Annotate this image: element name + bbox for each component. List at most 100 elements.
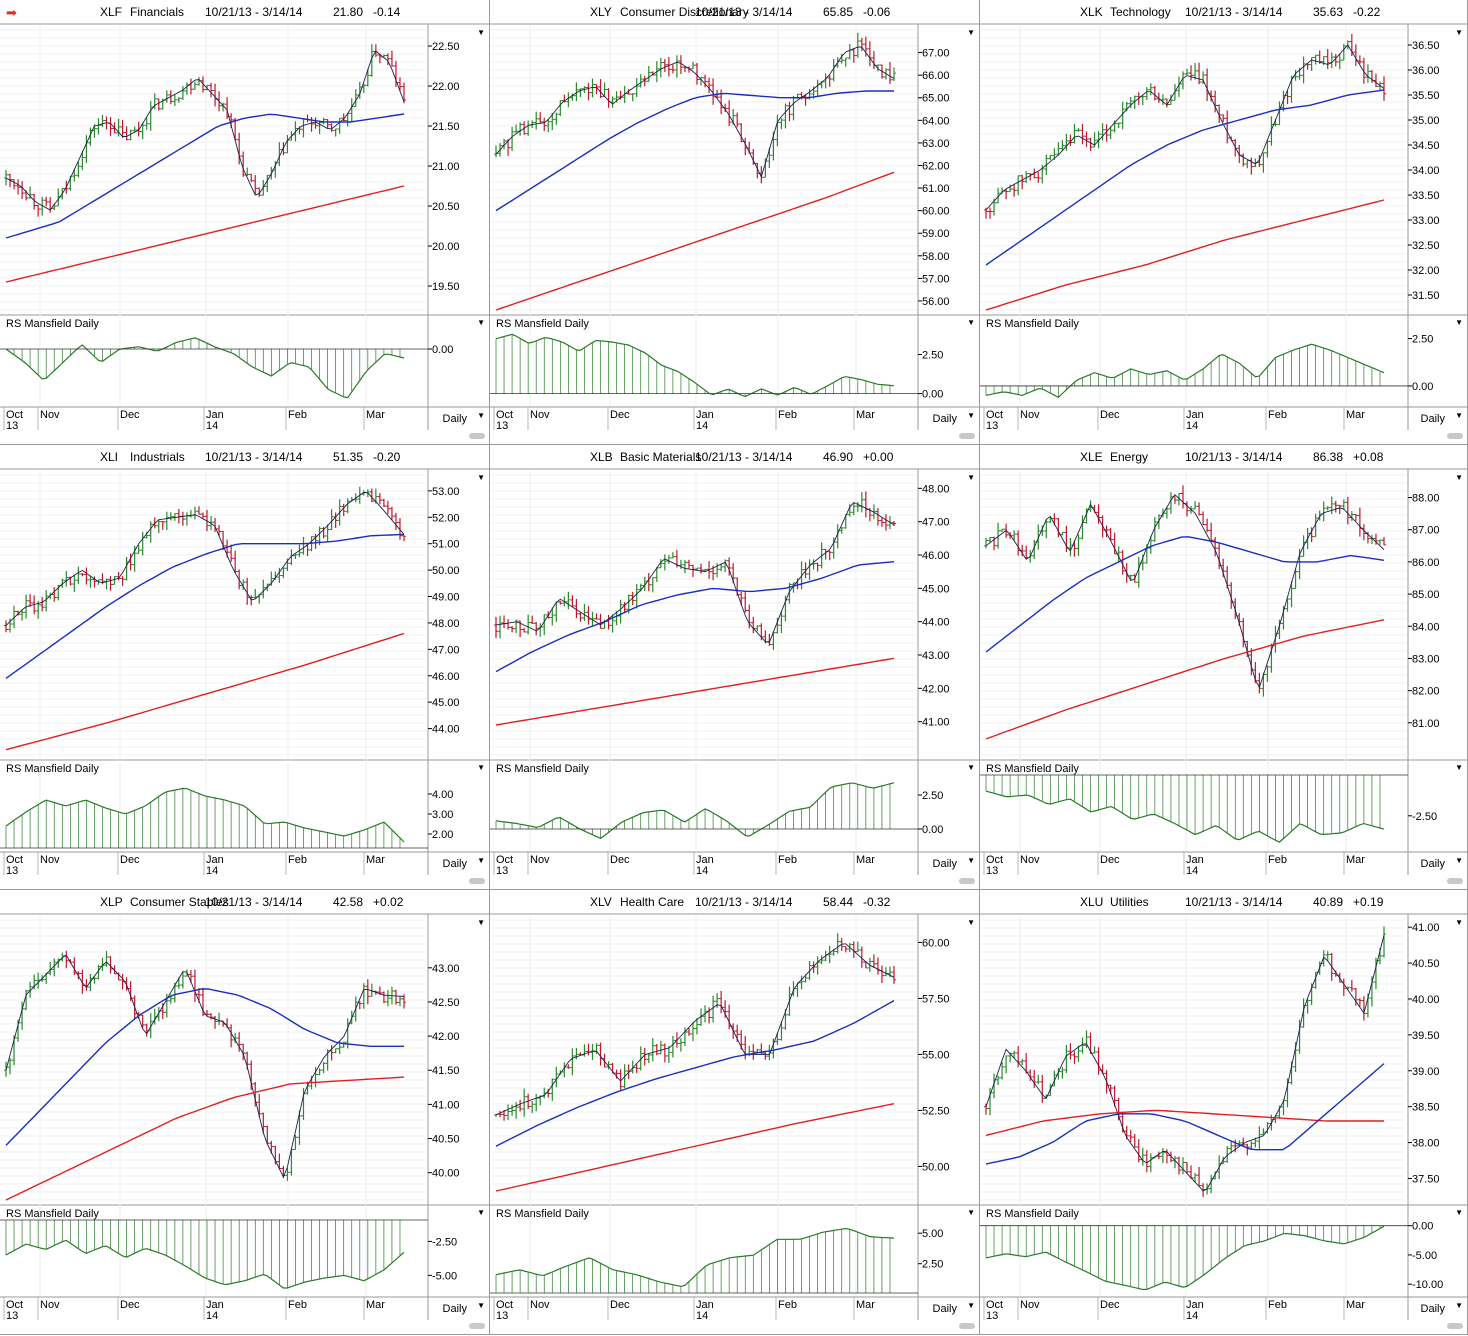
- ohlc-bar: [883, 514, 888, 531]
- rs-line: [5, 787, 405, 843]
- ohlc-bar: [686, 559, 691, 569]
- ohlc-bar: [1317, 50, 1322, 64]
- scroll-handle[interactable]: [959, 1323, 975, 1329]
- x-tick-label: Dec: [1100, 409, 1120, 421]
- scroll-handle[interactable]: [1447, 1323, 1463, 1329]
- price-menu-icon[interactable]: ▼: [1455, 28, 1463, 37]
- chart-title-bar: ➡ XLF Financials 10/21/13 - 3/14/14 21.80 -0.…: [0, 0, 489, 24]
- rs-indicator-label: RS Mansfield Daily: [496, 763, 589, 775]
- ohlc-bar: [12, 179, 17, 190]
- rs-indicator-label: RS Mansfield Daily: [6, 763, 99, 775]
- y-tick-label: 45.00: [922, 583, 950, 595]
- rs-menu-icon[interactable]: ▼: [967, 1208, 975, 1217]
- scroll-handle[interactable]: [1447, 878, 1463, 884]
- ohlc-bar: [590, 78, 595, 98]
- ohlc-bar: [1265, 139, 1270, 158]
- ohlc-bar: [1104, 124, 1109, 142]
- rs-menu-icon[interactable]: ▼: [1455, 318, 1463, 327]
- period-menu-icon[interactable]: ▼: [1455, 856, 1463, 865]
- y-tick-label: 48.00: [432, 618, 460, 630]
- ohlc-bar: [1377, 539, 1382, 545]
- ohlc-bar: [32, 193, 37, 210]
- period-menu-icon[interactable]: ▼: [967, 411, 975, 420]
- scroll-handle[interactable]: [469, 878, 485, 884]
- ohlc-bar: [369, 44, 374, 77]
- ohlc-bar: [618, 599, 623, 624]
- ohlc-bar: [735, 112, 740, 128]
- ohlc-bar: [213, 1015, 218, 1029]
- ohlc-bar: [839, 527, 844, 534]
- y-tick-label: 83.00: [1412, 653, 1440, 665]
- rs-menu-icon[interactable]: ▼: [477, 318, 485, 327]
- ohlc-bar: [1168, 491, 1173, 514]
- ohlc-bar: [1128, 97, 1133, 109]
- close-line: [495, 943, 895, 1116]
- ohlc-bar: [1136, 1139, 1141, 1163]
- ohlc-bar: [313, 117, 318, 129]
- ohlc-bar: [1185, 1162, 1190, 1174]
- ohlc-bar: [104, 578, 109, 590]
- rs-y-tick-label: 2.50: [922, 349, 943, 361]
- period-menu-icon[interactable]: ▼: [477, 411, 485, 420]
- scroll-handle[interactable]: [469, 1323, 485, 1329]
- ohlc-bar: [1313, 513, 1318, 538]
- price-menu-icon[interactable]: ▼: [477, 28, 485, 37]
- rs-histogram: [5, 1220, 401, 1288]
- rs-menu-icon[interactable]: ▼: [1455, 763, 1463, 772]
- period-menu-icon[interactable]: ▼: [967, 856, 975, 865]
- price-menu-icon[interactable]: ▼: [477, 918, 485, 927]
- scroll-handle[interactable]: [959, 878, 975, 884]
- y-tick-label: 22.50: [432, 41, 460, 53]
- ohlc-bar: [92, 576, 97, 588]
- scroll-handle[interactable]: [469, 433, 485, 439]
- ohlc-bar: [192, 81, 197, 90]
- ohlc-bar: [1008, 184, 1013, 193]
- ohlc-bar: [574, 1048, 579, 1060]
- ohlc-bar: [64, 571, 69, 587]
- rs-menu-icon[interactable]: ▼: [477, 1208, 485, 1217]
- ticker-symbol: XLF: [100, 5, 123, 19]
- rs-menu-icon[interactable]: ▼: [967, 763, 975, 772]
- y-tick-label: 41.50: [432, 1065, 460, 1077]
- period-menu-icon[interactable]: ▼: [477, 1301, 485, 1310]
- scroll-handle[interactable]: [1447, 433, 1463, 439]
- period-menu-icon[interactable]: ▼: [967, 1301, 975, 1310]
- ohlc-bar: [1168, 1151, 1173, 1163]
- rs-menu-icon[interactable]: ▼: [1455, 1208, 1463, 1217]
- price-menu-icon[interactable]: ▼: [967, 918, 975, 927]
- ohlc-bar: [1373, 73, 1378, 88]
- period-menu-icon[interactable]: ▼: [477, 856, 485, 865]
- ohlc-bar: [727, 100, 732, 127]
- rs-indicator-label: RS Mansfield Daily: [496, 1208, 589, 1220]
- ohlc-bar: [365, 979, 370, 1005]
- period-label: Daily: [1420, 413, 1445, 425]
- ohlc-bar: [337, 117, 342, 134]
- price-menu-icon[interactable]: ▼: [967, 473, 975, 482]
- ohlc-bar: [815, 956, 820, 975]
- ohlc-bar: [273, 1145, 278, 1165]
- rs-menu-icon[interactable]: ▼: [477, 763, 485, 772]
- ohlc-bar: [124, 126, 129, 141]
- ohlc-bar: [108, 576, 113, 591]
- price-change: -0.32: [863, 895, 891, 909]
- ohlc-bar: [767, 147, 772, 169]
- rs-y-tick-label: -2.50: [1412, 811, 1437, 823]
- ohlc-bar: [666, 56, 671, 77]
- rs-menu-icon[interactable]: ▼: [967, 318, 975, 327]
- ohlc-bar: [28, 594, 33, 607]
- period-label: Daily: [932, 413, 957, 425]
- ohlc-bar: [1076, 127, 1081, 132]
- price-menu-icon[interactable]: ▼: [1455, 473, 1463, 482]
- y-tick-label: 86.00: [1412, 557, 1440, 569]
- period-menu-icon[interactable]: ▼: [1455, 411, 1463, 420]
- price-menu-icon[interactable]: ▼: [477, 473, 485, 482]
- y-tick-label: 60.00: [922, 937, 950, 949]
- rs-y-tick-label: 0.00: [432, 344, 453, 356]
- period-menu-icon[interactable]: ▼: [1455, 1301, 1463, 1310]
- ohlc-bar: [1341, 978, 1346, 997]
- price-menu-icon[interactable]: ▼: [967, 28, 975, 37]
- scroll-handle[interactable]: [959, 433, 975, 439]
- price-menu-icon[interactable]: ▼: [1455, 918, 1463, 927]
- x-tick-label: Jan: [696, 409, 714, 421]
- red-arrow-icon[interactable]: ➡: [6, 5, 17, 20]
